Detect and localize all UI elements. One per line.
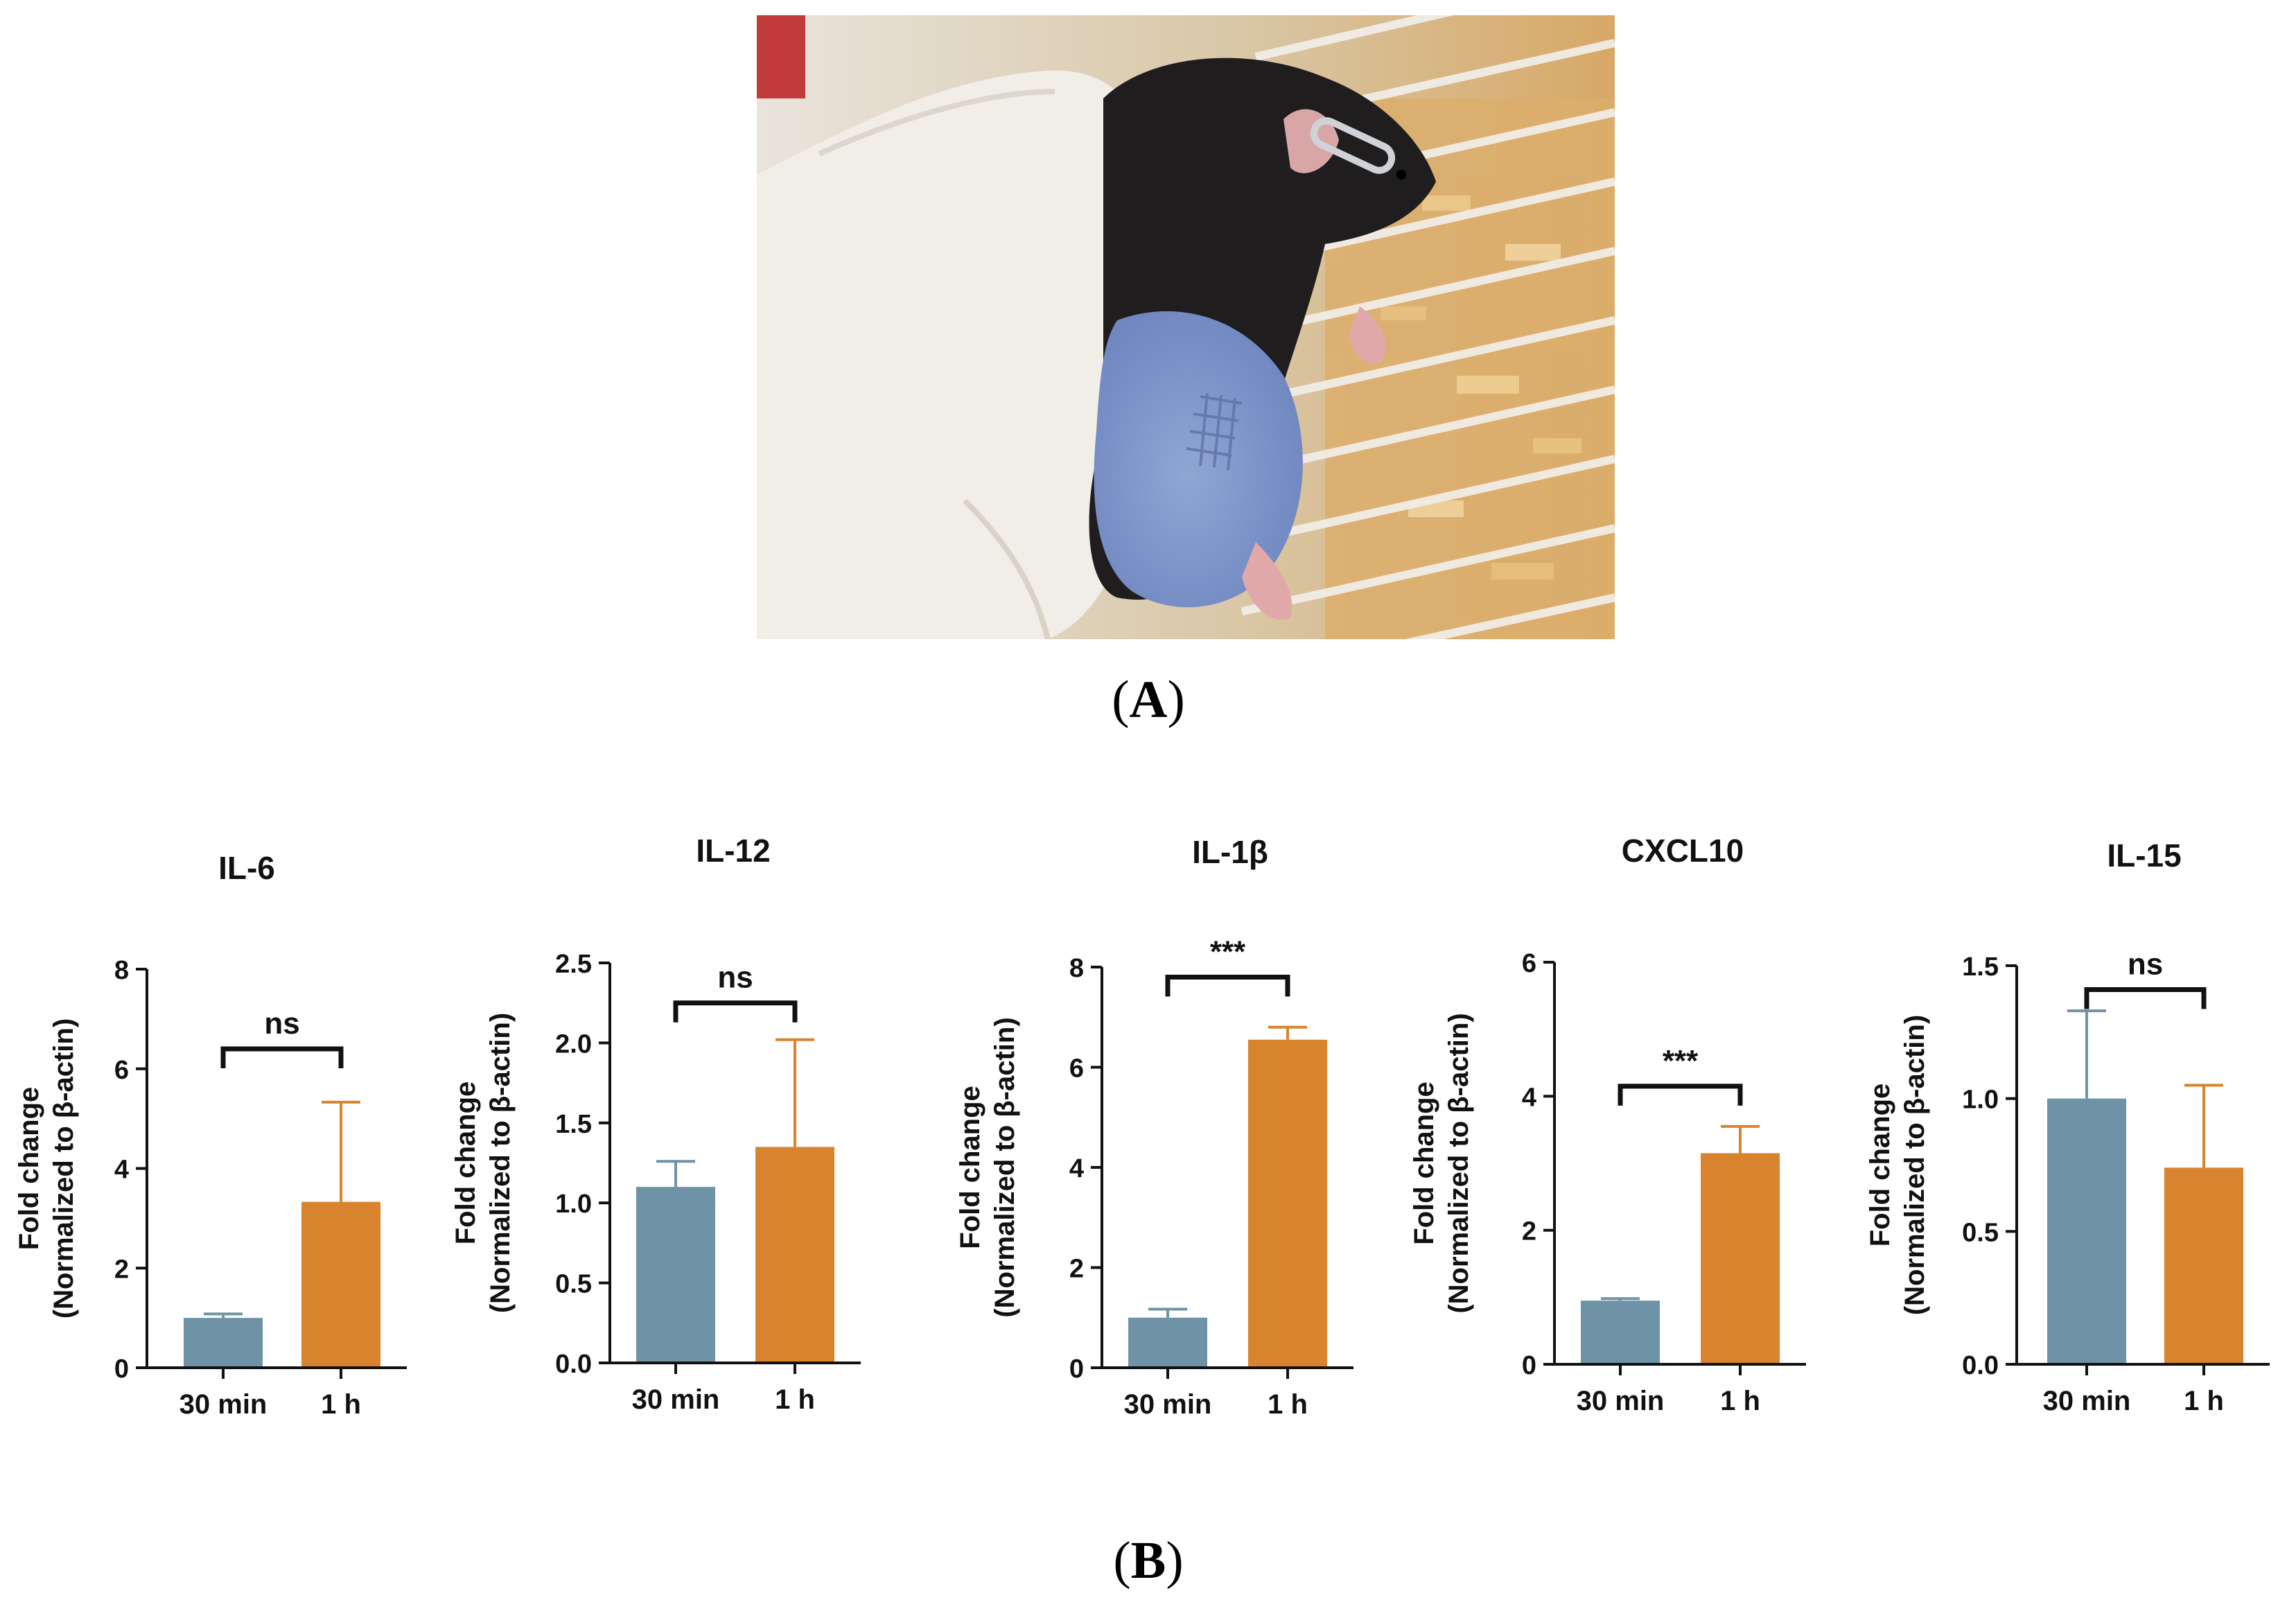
shaved-dyed-skin	[1094, 311, 1303, 607]
x-tick-label: 1 h	[1268, 1389, 1308, 1420]
significance-bracket	[2084, 987, 2207, 1009]
panel-b-label: (B)	[1113, 1531, 1184, 1590]
y-axis-label-line1: Fold change	[1865, 1084, 1895, 1247]
mouse-photograph	[757, 15, 1615, 639]
significance-label: ***	[1210, 934, 1246, 968]
bar-30min	[1581, 1301, 1660, 1364]
significance-label: ns	[717, 961, 753, 995]
y-tick-label: 2	[1522, 1217, 1536, 1246]
bar-30min	[184, 1318, 263, 1368]
y-axis-label-line2: (Normalized to β-actin)	[1900, 1015, 1930, 1315]
x-tick-label: 30 min	[1124, 1389, 1212, 1420]
chart-title: CXCL10	[1622, 833, 1744, 869]
panel-a-label: (A)	[1112, 670, 1185, 729]
y-tick-label: 6	[1069, 1054, 1084, 1084]
x-tick-label: 1 h	[775, 1384, 815, 1415]
y-tick-label: 0.5	[1962, 1218, 1999, 1247]
x-tick-label: 1 h	[1720, 1386, 1760, 1416]
significance-label: ns	[264, 1007, 299, 1041]
bar-30min	[636, 1187, 715, 1363]
significance-bracket	[1165, 974, 1290, 997]
y-tick-label: 6	[1522, 949, 1536, 978]
y-tick-label: 0.5	[555, 1270, 592, 1299]
y-tick-label: 0	[114, 1355, 129, 1384]
bar-1h	[2164, 1167, 2243, 1364]
y-tick-label: 1.5	[1962, 953, 1999, 982]
mouse-eye	[1396, 170, 1406, 180]
y-tick-label: 0.0	[1962, 1351, 1999, 1380]
y-axis-label-line2: (Normalized to β-actin)	[1444, 1013, 1474, 1313]
gloved-hand	[757, 70, 1145, 639]
bar-30min	[1128, 1317, 1207, 1368]
y-tick-label: 8	[114, 956, 129, 985]
chart-title: IL-12	[696, 833, 770, 869]
bar-1h	[301, 1201, 380, 1368]
x-tick-label: 30 min	[2043, 1386, 2131, 1416]
chart-title: IL-15	[2107, 837, 2181, 873]
y-axis-label-line2: (Normalized to β-actin)	[49, 1018, 79, 1319]
bar-1h	[1248, 1039, 1327, 1368]
significance-bracket	[673, 1000, 798, 1023]
y-tick-label: 4	[1522, 1083, 1536, 1112]
y-tick-label: 2	[1069, 1255, 1084, 1284]
y-tick-label: 0	[1522, 1351, 1536, 1380]
chart-title: IL-1β	[1192, 834, 1268, 870]
y-tick-label: 1.0	[555, 1190, 592, 1219]
x-tick-label: 1 h	[2184, 1386, 2224, 1416]
significance-label: ***	[1663, 1044, 1699, 1078]
mouse-ear	[1283, 109, 1339, 173]
bar-30min	[2047, 1098, 2126, 1364]
y-tick-label: 1.0	[1962, 1086, 1999, 1115]
photo-illustration	[757, 15, 1615, 639]
y-tick-label: 0	[1069, 1355, 1084, 1384]
y-tick-label: 4	[114, 1156, 129, 1185]
chart-title: IL-6	[218, 850, 275, 886]
significance-bracket	[1618, 1084, 1743, 1106]
x-tick-label: 30 min	[632, 1384, 720, 1415]
y-tick-label: 2	[114, 1255, 129, 1284]
y-tick-label: 2.0	[555, 1029, 592, 1059]
y-tick-label: 6	[114, 1056, 129, 1085]
bar-1h	[1701, 1153, 1780, 1364]
y-axis-label-line1: Fold change	[450, 1081, 481, 1245]
y-axis-label-line1: Fold change	[14, 1087, 44, 1251]
ear-tag	[1310, 117, 1396, 174]
x-tick-label: 30 min	[179, 1389, 268, 1420]
y-axis-label-line2: (Normalized to β-actin)	[485, 1013, 516, 1313]
x-tick-label: 30 min	[1577, 1386, 1665, 1416]
significance-bracket	[220, 1046, 344, 1068]
bar-1h	[755, 1147, 834, 1363]
y-axis-label-line2: (Normalized to β-actin)	[990, 1017, 1020, 1317]
y-tick-label: 1.5	[555, 1110, 592, 1139]
mouse-paw	[1349, 306, 1387, 364]
y-axis-label-line1: Fold change	[955, 1086, 985, 1249]
y-axis-label-line1: Fold change	[1409, 1081, 1439, 1245]
significance-label: ns	[2128, 948, 2163, 982]
y-tick-label: 8	[1069, 954, 1084, 983]
x-tick-label: 1 h	[321, 1389, 361, 1420]
y-tick-label: 0.0	[555, 1350, 592, 1379]
y-tick-label: 2.5	[555, 950, 592, 979]
y-tick-label: 4	[1069, 1154, 1084, 1183]
tattoo-grid	[1186, 392, 1243, 471]
red-object	[757, 15, 805, 98]
